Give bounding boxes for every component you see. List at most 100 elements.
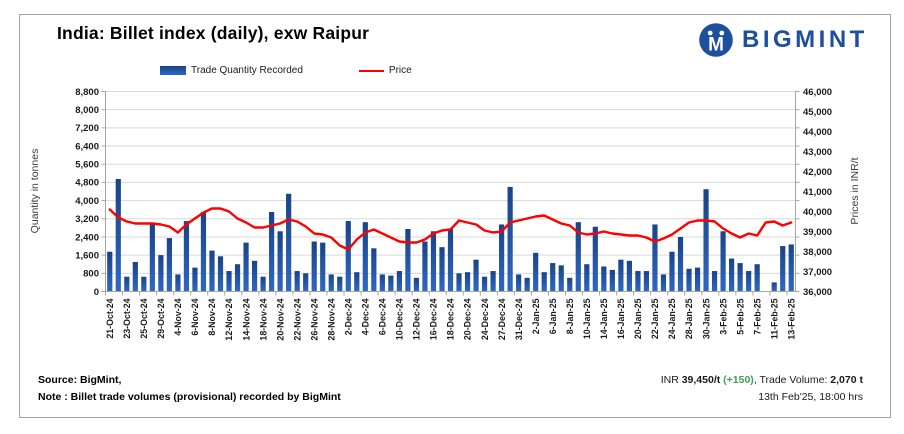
note-text: Note : Billet trade volumes (provisional…: [38, 391, 341, 403]
right-axis-tick-label: 37,000: [803, 267, 832, 278]
x-axis-tick-label: 28-Jan-25: [684, 298, 694, 339]
axes: [101, 91, 800, 296]
bar: [669, 251, 675, 292]
legend-bar-label: Trade Quantity Recorded: [191, 65, 303, 76]
bigmint-logo-text: BIGMINT: [742, 26, 868, 53]
left-axis-tick-label: 2,400: [75, 232, 99, 243]
bar: [643, 271, 650, 292]
bar: [362, 222, 368, 292]
left-axis-tick-label: 1,600: [75, 250, 99, 261]
x-axis-tick-label: 8-Jan-25: [565, 298, 575, 334]
bar: [132, 261, 138, 292]
bar: [507, 186, 513, 292]
bar: [166, 238, 172, 292]
bar: [430, 231, 437, 292]
bar: [286, 193, 292, 292]
price-change: (+150): [723, 374, 754, 386]
x-axis-tick-label: 12-Nov-24: [224, 298, 234, 340]
left-axis-tick-label: 0: [94, 287, 99, 298]
x-axis-tick-label: 20-Dec-24: [463, 298, 473, 340]
right-axis-tick-label: 38,000: [803, 247, 832, 258]
x-axis-tick-label: 12-Dec-24: [412, 298, 422, 340]
x-axis-tick-label: 31-Dec-24: [514, 298, 524, 340]
bar: [107, 251, 113, 292]
bar: [550, 263, 556, 292]
bar: [294, 271, 300, 292]
bar: [780, 246, 786, 292]
bar: [541, 272, 547, 292]
bar: [311, 241, 317, 292]
x-axis-tick-label: 10-Jan-25: [582, 298, 592, 339]
price-summary-line: INR 39,450/t (+150), Trade Volume: 2,070…: [661, 372, 863, 389]
bar: [175, 274, 181, 292]
x-axis-tick-label: 30-Jan-25: [701, 298, 711, 339]
bar: [618, 259, 624, 292]
price-line: [108, 207, 793, 251]
legend-line-swatch-icon: [358, 69, 384, 72]
x-axis-tick-label: 10-Dec-24: [395, 298, 405, 340]
bar: [592, 226, 598, 292]
separator: ,: [753, 374, 760, 386]
bar: [124, 276, 130, 292]
x-axis-tick-label: 2-Jan-25: [531, 298, 541, 334]
right-axis-tick-label: 41,000: [803, 187, 832, 198]
left-axis-tick-label: 6,400: [75, 141, 99, 152]
bar: [652, 224, 658, 292]
x-axis-tick-label: 8-Nov-24: [207, 298, 217, 335]
x-axis-tick-label: 26-Nov-24: [309, 298, 319, 340]
bar: [473, 259, 479, 292]
bar: [337, 276, 343, 292]
bar: [243, 242, 249, 292]
bar: [558, 265, 564, 292]
x-axis-tick-label: 4-Dec-24: [361, 298, 371, 335]
right-axis-tick-label: 39,000: [803, 227, 832, 238]
x-axis-tick-label: 22-Jan-25: [650, 298, 660, 339]
x-axis-tick-label: 16-Jan-25: [616, 298, 626, 339]
bar: [788, 244, 794, 292]
bar: [422, 241, 428, 292]
bar: [490, 271, 496, 292]
bar-series: [107, 179, 794, 292]
bar: [115, 179, 121, 292]
bar: [269, 211, 275, 292]
bar: [217, 256, 224, 292]
bigmint-logo: M BIGMINT: [698, 22, 868, 58]
timestamp: 13th Feb'25, 18:00 hrs: [758, 391, 863, 403]
bar: [711, 271, 718, 292]
right-axis-tick-label: 40,000: [803, 207, 832, 218]
bar: [575, 222, 581, 292]
x-axis-tick-label: 18-Dec-24: [446, 298, 456, 340]
x-axis-tick-label: 14-Nov-24: [241, 298, 251, 340]
x-axis-tick-label: 24-Jan-25: [667, 298, 677, 339]
bar: [720, 231, 726, 292]
bar: [694, 267, 701, 292]
bigmint-logo-icon: M: [699, 23, 733, 57]
bar: [328, 274, 334, 292]
bar: [251, 260, 258, 292]
bar: [481, 276, 488, 292]
x-axis-tick-label: 6-Jan-25: [548, 298, 558, 334]
bar: [635, 271, 641, 292]
bar: [141, 276, 147, 292]
x-axis-tick-label: 27-Dec-24: [497, 298, 507, 340]
bar: [209, 250, 215, 292]
bar: [746, 271, 752, 292]
right-axis-tick-label: 46,000: [803, 87, 832, 98]
left-axis-title: Quantity in tonnes: [29, 149, 41, 234]
footer-source-note: Source: BigMint, Note : Billet trade vol…: [38, 372, 341, 406]
x-axis-tick-label: 24-Dec-24: [480, 298, 490, 340]
x-axis-tick-label: 11-Feb-25: [769, 298, 779, 339]
legend-bar-swatch-icon: [160, 66, 186, 75]
volume-label: Trade Volume:: [759, 374, 831, 386]
bar: [703, 189, 709, 292]
bar: [388, 275, 394, 292]
bar: [677, 236, 684, 292]
x-axis-tick-label: 13-Feb-25: [786, 298, 796, 339]
bar: [533, 252, 539, 292]
source-text: Source: BigMint,: [38, 374, 122, 386]
bar: [149, 223, 155, 292]
bar: [200, 211, 207, 292]
bar: [584, 264, 590, 292]
bar: [183, 221, 190, 292]
